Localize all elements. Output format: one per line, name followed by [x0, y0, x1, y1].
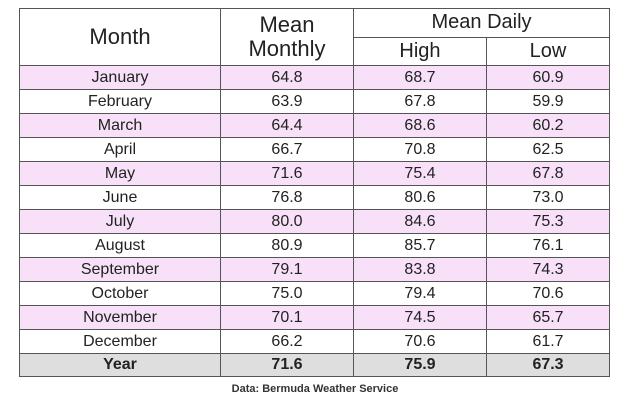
- cell-mean: 66.2: [220, 329, 354, 354]
- cell-high: 74.5: [353, 305, 487, 330]
- cell-month: October: [19, 281, 221, 306]
- cell-mean: 80.9: [220, 233, 354, 258]
- table-row: April 66.7 70.8 62.5: [19, 137, 611, 162]
- header-mean-monthly-line1: Mean: [259, 12, 315, 37]
- cell-month: April: [19, 137, 221, 162]
- cell-month: June: [19, 185, 221, 210]
- table-row: March 64.4 68.6 60.2: [19, 113, 611, 138]
- cell-mean: 75.0: [220, 281, 354, 306]
- cell-low: 60.2: [485, 113, 611, 138]
- climate-table-container: Month Mean Monthly Mean Daily High Low J…: [19, 8, 611, 377]
- cell-high: 75.4: [353, 161, 487, 186]
- table-row: February 63.9 67.8 59.9: [19, 89, 611, 114]
- cell-mean: 70.1: [220, 305, 354, 330]
- cell-high: 70.8: [353, 137, 487, 162]
- table-row: December 66.2 70.6 61.7: [19, 329, 611, 354]
- cell-low: 65.7: [485, 305, 611, 330]
- cell-total-low: 67.3: [485, 353, 611, 377]
- cell-high: 83.8: [353, 257, 487, 282]
- cell-month: November: [19, 305, 221, 330]
- header-month: Month: [19, 8, 221, 66]
- cell-month: May: [19, 161, 221, 186]
- header-row-2: High Low: [20, 36, 611, 66]
- cell-low: 67.8: [485, 161, 611, 186]
- cell-mean: 64.8: [220, 65, 354, 90]
- cell-mean: 64.4: [220, 113, 354, 138]
- cell-high: 85.7: [353, 233, 487, 258]
- cell-high: 68.7: [353, 65, 487, 90]
- table-row: July 80.0 84.6 75.3: [19, 209, 611, 234]
- cell-month: December: [19, 329, 221, 354]
- cell-total-mean: 71.6: [220, 353, 354, 377]
- table-row: January 64.8 68.7 60.9: [19, 65, 611, 90]
- cell-high: 79.4: [353, 281, 487, 306]
- table-row: August 80.9 85.7 76.1: [19, 233, 611, 258]
- cell-month: August: [19, 233, 221, 258]
- cell-high: 70.6: [353, 329, 487, 354]
- cell-low: 74.3: [485, 257, 611, 282]
- cell-low: 70.6: [485, 281, 611, 306]
- cell-month: March: [19, 113, 221, 138]
- total-row: Year 71.6 75.9 67.3: [19, 353, 611, 377]
- header-mean-monthly: Mean Monthly: [220, 8, 354, 66]
- cell-month: January: [19, 65, 221, 90]
- cell-total-high: 75.9: [353, 353, 487, 377]
- cell-high: 67.8: [353, 89, 487, 114]
- cell-low: 75.3: [485, 209, 611, 234]
- cell-low: 76.1: [485, 233, 611, 258]
- table-row: June 76.8 80.6 73.0: [19, 185, 611, 210]
- climate-table: Month Mean Monthly Mean Daily High Low J…: [19, 8, 611, 377]
- cell-month: July: [19, 209, 221, 234]
- header-high: High: [353, 36, 487, 66]
- cell-month: February: [19, 89, 221, 114]
- table-body: January 64.8 68.7 60.9 February 63.9 67.…: [19, 65, 611, 377]
- cell-mean: 79.1: [220, 257, 354, 282]
- cell-mean: 63.9: [220, 89, 354, 114]
- table-row: May 71.6 75.4 67.8: [19, 161, 611, 186]
- cell-low: 62.5: [485, 137, 611, 162]
- cell-low: 59.9: [485, 89, 611, 114]
- cell-high: 84.6: [353, 209, 487, 234]
- cell-mean: 80.0: [220, 209, 354, 234]
- cell-low: 61.7: [485, 329, 611, 354]
- table-row: September 79.1 83.8 74.3: [19, 257, 611, 282]
- source-caption: Data: Bermuda Weather Service: [231, 383, 399, 395]
- cell-mean: 71.6: [220, 161, 354, 186]
- header-low: Low: [485, 36, 611, 66]
- cell-month: September: [19, 257, 221, 282]
- cell-low: 73.0: [485, 185, 611, 210]
- header-row-1: Month Mean Monthly Mean Daily: [19, 8, 611, 66]
- header-mean-daily: Mean Daily: [352, 8, 611, 38]
- cell-mean: 76.8: [220, 185, 354, 210]
- cell-mean: 66.7: [220, 137, 354, 162]
- cell-high: 68.6: [353, 113, 487, 138]
- table-row: October 75.0 79.4 70.6: [19, 281, 611, 306]
- cell-total-label: Year: [19, 353, 221, 377]
- cell-high: 80.6: [353, 185, 487, 210]
- cell-low: 60.9: [485, 65, 611, 90]
- table-row: November 70.1 74.5 65.7: [19, 305, 611, 330]
- header-mean-monthly-line2: Monthly: [248, 36, 326, 61]
